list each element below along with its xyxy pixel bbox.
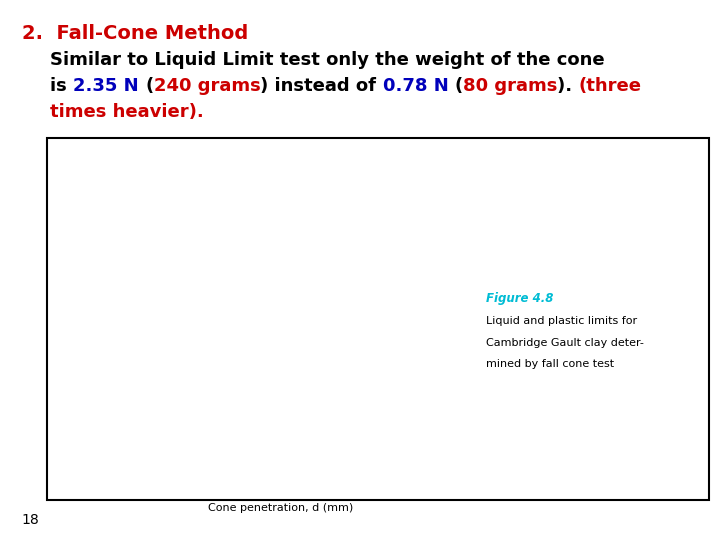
Text: 18: 18 xyxy=(22,512,40,526)
Text: Similar to Liquid Limit test only the weight of the cone: Similar to Liquid Limit test only the we… xyxy=(50,51,605,69)
Text: times heavier).: times heavier). xyxy=(50,103,204,120)
Text: Liquid limit: Liquid limit xyxy=(257,217,377,235)
Text: ) instead of: ) instead of xyxy=(260,77,382,94)
Text: Cone weight,
W = 2.35 N: Cone weight, W = 2.35 N xyxy=(385,304,449,326)
Text: 0.78 N: 0.78 N xyxy=(382,77,454,94)
Text: 2.35 N: 2.35 N xyxy=(73,77,145,94)
Text: (: ( xyxy=(145,77,153,94)
Text: Liquid and plastic limits for: Liquid and plastic limits for xyxy=(486,316,637,326)
Text: Cambridge Gault clay deter-: Cambridge Gault clay deter- xyxy=(486,338,644,348)
X-axis label: Cone penetration, d (mm): Cone penetration, d (mm) xyxy=(208,503,354,513)
Text: 2.  Fall-Cone Method: 2. Fall-Cone Method xyxy=(22,24,248,43)
Text: is: is xyxy=(50,77,73,94)
Text: (three: (three xyxy=(579,77,642,94)
Text: ).: ). xyxy=(557,77,579,94)
Text: 240 grams: 240 grams xyxy=(153,77,260,94)
Text: (: ( xyxy=(454,77,463,94)
Text: W = 0.78 N: W = 0.78 N xyxy=(346,177,406,186)
Y-axis label: Moisture content, w (%): Moisture content, w (%) xyxy=(55,255,66,388)
Text: Figure 4.8: Figure 4.8 xyxy=(486,292,554,305)
Text: mined by fall cone test: mined by fall cone test xyxy=(486,359,614,369)
Text: Plastic limit: Plastic limit xyxy=(257,322,377,340)
Text: 80 grams: 80 grams xyxy=(463,77,557,94)
